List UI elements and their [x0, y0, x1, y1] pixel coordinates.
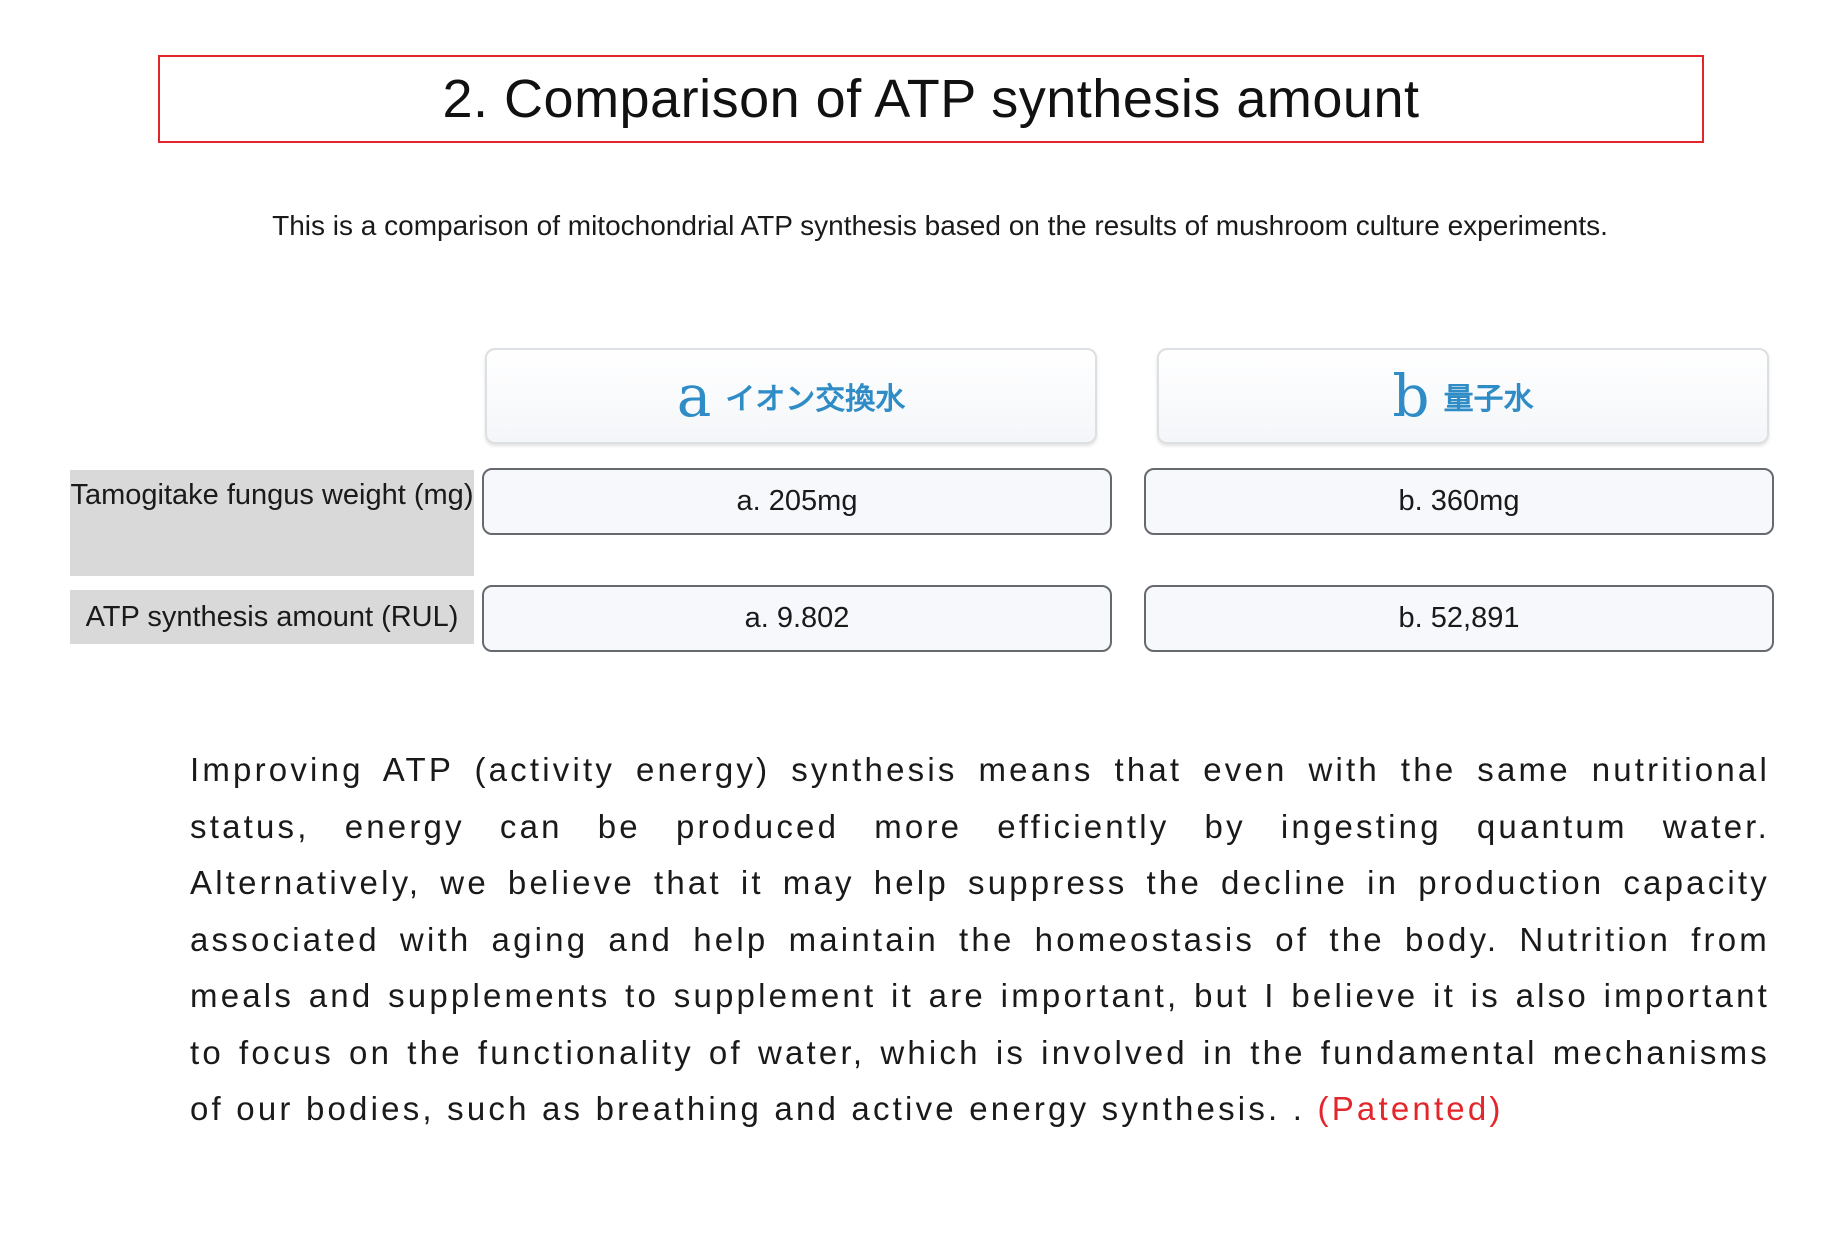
column-header-b: b 量子水 — [1157, 348, 1769, 444]
section-title: 2. Comparison of ATP synthesis amount — [442, 69, 1420, 129]
patented-note: (Patented) — [1317, 1090, 1504, 1127]
section-title-box: 2. Comparison of ATP synthesis amount — [158, 55, 1704, 143]
column-a-letter: a — [676, 362, 712, 430]
column-b-name: 量子水 — [1443, 383, 1534, 416]
intro-paragraph: This is a comparison of mitochondrial AT… — [272, 210, 1608, 241]
body-text: Improving ATP (activity energy) synthesi… — [190, 751, 1770, 1127]
column-header-a: a イオン交換水 — [485, 348, 1097, 444]
column-b-letter: b — [1392, 362, 1430, 430]
cell-b-atp-synthesis: b. 52,891 — [1144, 585, 1774, 652]
cell-b-fungus-weight: b. 360mg — [1144, 468, 1774, 535]
body-paragraph: Improving ATP (activity energy) synthesi… — [190, 742, 1770, 1138]
cell-a-fungus-weight: a. 205mg — [482, 468, 1112, 535]
cell-a-atp-synthesis: a. 9.802 — [482, 585, 1112, 652]
row-label-atp-synthesis: ATP synthesis amount (RUL) — [70, 590, 474, 644]
column-a-name: イオン交換水 — [725, 383, 906, 416]
row-label-fungus-weight: Tamogitake fungus weight (mg) — [70, 470, 474, 576]
